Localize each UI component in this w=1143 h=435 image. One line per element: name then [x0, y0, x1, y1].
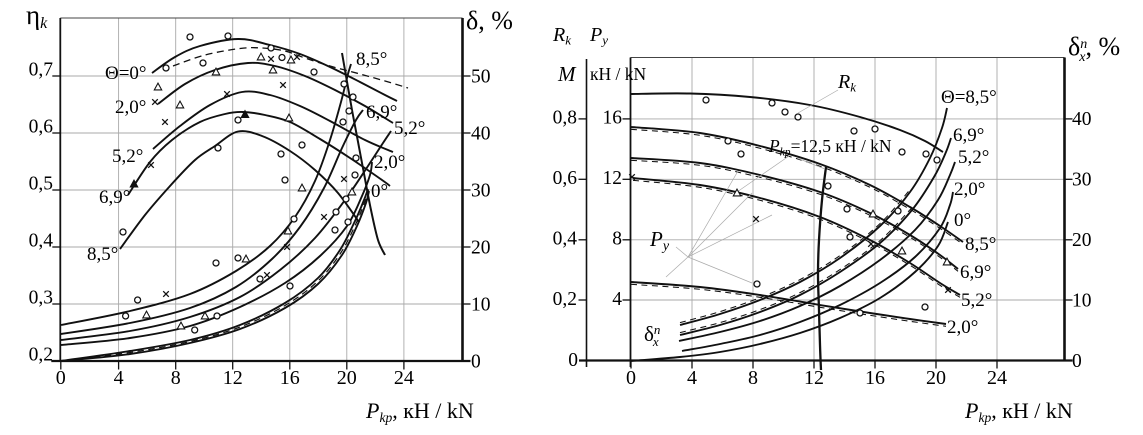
svg-text:0: 0 [471, 351, 481, 372]
svg-text:12: 12 [804, 367, 824, 389]
svg-text:6,9°: 6,9° [366, 102, 397, 123]
svg-text:50: 50 [471, 66, 491, 87]
svg-text:40: 40 [471, 123, 491, 144]
svg-text:5,2°: 5,2° [394, 118, 425, 139]
svg-text:6,9°: 6,9° [99, 187, 130, 208]
svg-text:8,5°: 8,5° [87, 244, 118, 265]
svg-text:12: 12 [603, 168, 623, 189]
svg-text:0: 0 [1072, 351, 1082, 372]
svg-text:0°: 0° [371, 181, 388, 202]
svg-text:0,4: 0,4 [553, 229, 578, 250]
svg-text:0,8: 0,8 [553, 108, 577, 129]
svg-text:0: 0 [626, 367, 636, 389]
svg-text:20: 20 [926, 367, 946, 389]
svg-text:4: 4 [612, 289, 622, 310]
svg-text:8,5°: 8,5° [965, 234, 996, 255]
svg-text:8: 8 [171, 367, 181, 389]
svg-text:0,6: 0,6 [553, 168, 578, 189]
svg-text:2,0°: 2,0° [954, 179, 985, 200]
svg-text:0,3: 0,3 [29, 288, 53, 309]
svg-text:Pkp, кH / kN: Pkp, кH / kN [365, 398, 474, 425]
svg-text:16: 16 [603, 108, 623, 129]
svg-text:Pkp=12,5 кH / kN: Pkp=12,5 кH / kN [768, 136, 892, 159]
svg-text:20: 20 [1072, 230, 1092, 251]
svg-text:5,2°: 5,2° [961, 290, 992, 311]
svg-text:24: 24 [394, 367, 414, 389]
svg-text:M: M [557, 62, 577, 86]
svg-text:8: 8 [612, 229, 622, 250]
svg-text:δnx, %: δn x, % [1068, 32, 1120, 65]
svg-text:0,7: 0,7 [29, 60, 54, 81]
svg-text:20: 20 [337, 367, 357, 389]
svg-text:20: 20 [471, 237, 491, 258]
svg-text:30: 30 [1072, 170, 1092, 191]
svg-text:12: 12 [223, 367, 243, 389]
svg-text:5,2°: 5,2° [958, 147, 989, 168]
svg-text:10: 10 [1072, 290, 1092, 311]
svg-text:6,9°: 6,9° [953, 125, 984, 146]
svg-text:0,6: 0,6 [29, 117, 54, 138]
svg-text:2,0°: 2,0° [947, 317, 978, 338]
svg-text:Pkp, кH / kN: Pkp, кH / kN [964, 398, 1073, 425]
svg-text:кH / kN: кH / kN [590, 64, 647, 84]
svg-text:8,5°: 8,5° [356, 49, 387, 70]
svg-text:0,4: 0,4 [29, 231, 54, 252]
svg-text:0,2: 0,2 [553, 289, 577, 310]
svg-text:4: 4 [114, 367, 124, 389]
svg-text:δnx: δn x [644, 322, 660, 349]
svg-text:2,0°: 2,0° [115, 97, 146, 118]
svg-text:Θ=0°: Θ=0° [105, 63, 147, 84]
svg-text:16: 16 [865, 367, 885, 389]
svg-text:Θ=8,5°: Θ=8,5° [941, 87, 997, 108]
svg-text:0: 0 [568, 350, 578, 371]
svg-text:0°: 0° [954, 210, 971, 231]
svg-text:24: 24 [987, 367, 1007, 389]
svg-text:8: 8 [748, 367, 758, 389]
svg-text:6,9°: 6,9° [960, 262, 991, 283]
svg-text:10: 10 [471, 294, 491, 315]
svg-text:4: 4 [687, 367, 697, 389]
svg-text:0,5: 0,5 [29, 174, 53, 195]
svg-text:5,2°: 5,2° [112, 146, 143, 167]
svg-text:2,0°: 2,0° [374, 152, 405, 173]
svg-text:16: 16 [280, 367, 300, 389]
svg-text:40: 40 [1072, 109, 1092, 130]
svg-text:δ, %: δ, % [466, 6, 513, 35]
svg-text:30: 30 [471, 180, 491, 201]
svg-text:0,2: 0,2 [29, 345, 53, 366]
svg-text:0: 0 [56, 367, 66, 389]
